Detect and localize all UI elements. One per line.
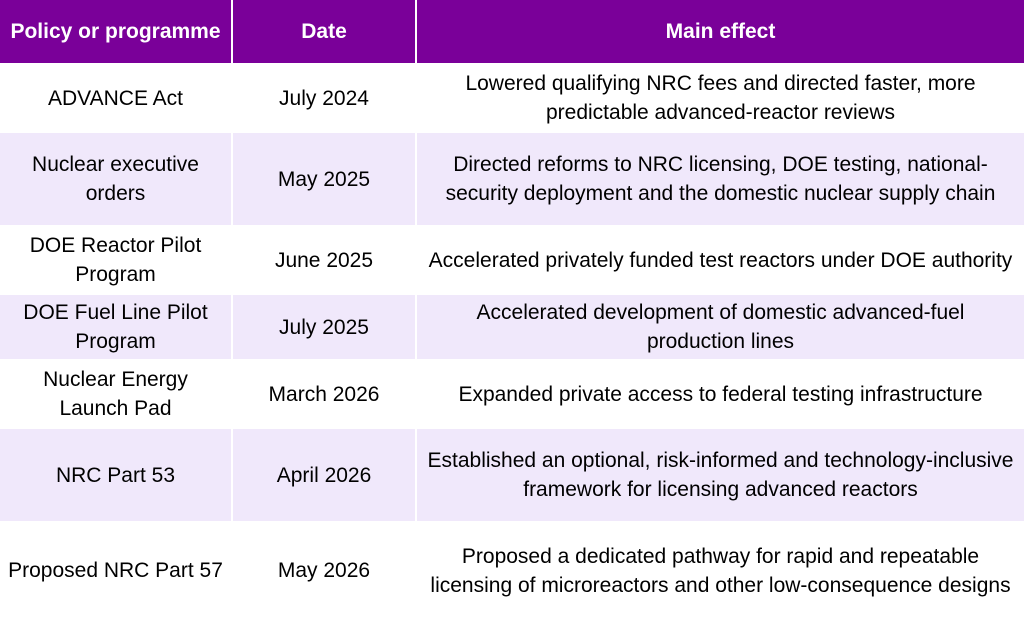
policy-cell: NRC Part 53 [0, 427, 233, 522]
date-cell: April 2026 [232, 427, 417, 522]
column-header-policy: Policy or programme [0, 0, 233, 64]
table-row: NRC Part 53 April 2026 Established an op… [0, 427, 1024, 522]
date-cell: May 2025 [232, 131, 417, 226]
effect-cell: Directed reforms to NRC licensing, DOE t… [416, 131, 1024, 226]
effect-cell: Accelerated privately funded test reacto… [416, 225, 1024, 294]
effect-cell: Established an optional, risk-informed a… [416, 427, 1024, 522]
policy-cell: Nuclear executive orders [0, 131, 233, 226]
column-header-date: Date [232, 0, 417, 64]
effect-cell: Expanded private access to federal testi… [416, 359, 1024, 428]
policy-cell: ADVANCE Act [0, 63, 233, 132]
date-cell: May 2026 [232, 521, 417, 618]
effect-cell: Proposed a dedicated pathway for rapid a… [416, 521, 1024, 618]
table-header-row: Policy or programme Date Main effect [0, 0, 1024, 64]
table-row: Nuclear executive orders May 2025 Direct… [0, 131, 1024, 226]
table-row: Nuclear Energy Launch Pad March 2026 Exp… [0, 359, 1024, 428]
effect-cell: Lowered qualifying NRC fees and directed… [416, 63, 1024, 132]
column-header-effect: Main effect [416, 0, 1024, 64]
policy-cell: Nuclear Energy Launch Pad [0, 359, 233, 428]
date-cell: July 2025 [232, 293, 417, 360]
date-cell: July 2024 [232, 63, 417, 132]
date-cell: March 2026 [232, 359, 417, 428]
policy-cell: DOE Reactor Pilot Program [0, 225, 233, 294]
table-row: Proposed NRC Part 57 May 2026 Proposed a… [0, 521, 1024, 618]
table-row: DOE Reactor Pilot Program June 2025 Acce… [0, 225, 1024, 294]
date-cell: June 2025 [232, 225, 417, 294]
effect-cell: Accelerated development of domestic adva… [416, 293, 1024, 360]
policy-cell: DOE Fuel Line Pilot Program [0, 293, 233, 360]
policy-cell: Proposed NRC Part 57 [0, 521, 233, 618]
table-row: ADVANCE Act July 2024 Lowered qualifying… [0, 63, 1024, 132]
table-row: DOE Fuel Line Pilot Program July 2025 Ac… [0, 293, 1024, 360]
